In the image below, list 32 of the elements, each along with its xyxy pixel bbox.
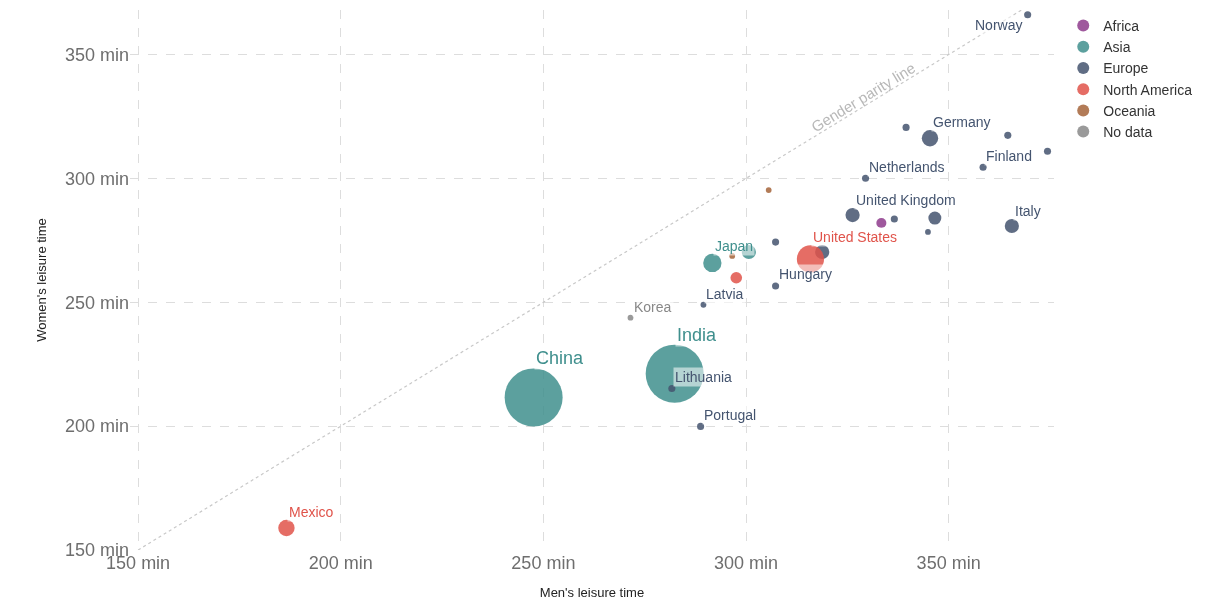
y-tick-label: 200 min — [64, 416, 129, 437]
annotation: Germany — [933, 114, 991, 130]
annotation: Korea — [634, 299, 672, 315]
annotation: Mexico — [289, 504, 334, 520]
annotation: Japan — [715, 238, 754, 254]
y-tick-label: 300 min — [64, 168, 129, 189]
annotation: Lithuania — [675, 369, 733, 385]
legend-label: Oceania — [1103, 102, 1156, 119]
annotation: Portugal — [704, 407, 757, 423]
x-tick-label: 250 min — [511, 553, 576, 573]
annotation: United States — [813, 229, 898, 245]
y-tick-label: 350 min — [64, 44, 129, 65]
x-axis-title: Men's leisure time — [539, 584, 645, 600]
annotation: Latvia — [706, 286, 744, 302]
x-tick-label: 350 min — [916, 553, 981, 573]
annotation: China — [536, 348, 585, 368]
x-tick-label: 300 min — [713, 553, 779, 573]
legend-label: North America — [1103, 81, 1193, 98]
legend-label: Africa — [1103, 18, 1140, 35]
annotation: Italy — [1015, 203, 1041, 219]
annotation: Hungary — [779, 266, 832, 282]
y-tick-label: 250 min — [64, 292, 129, 313]
legend-label: Europe — [1103, 60, 1149, 77]
legend-label: No data — [1103, 124, 1153, 141]
y-axis-title: Women's leisure time — [33, 218, 49, 342]
annotation: United Kingdom — [856, 192, 956, 208]
x-tick-label: 200 min — [308, 553, 373, 573]
annotation: Netherlands — [869, 159, 945, 175]
legend-label: Asia — [1103, 39, 1131, 56]
annotation: Finland — [986, 148, 1032, 164]
annotation: India — [677, 325, 718, 345]
annotation: Norway — [975, 17, 1023, 33]
